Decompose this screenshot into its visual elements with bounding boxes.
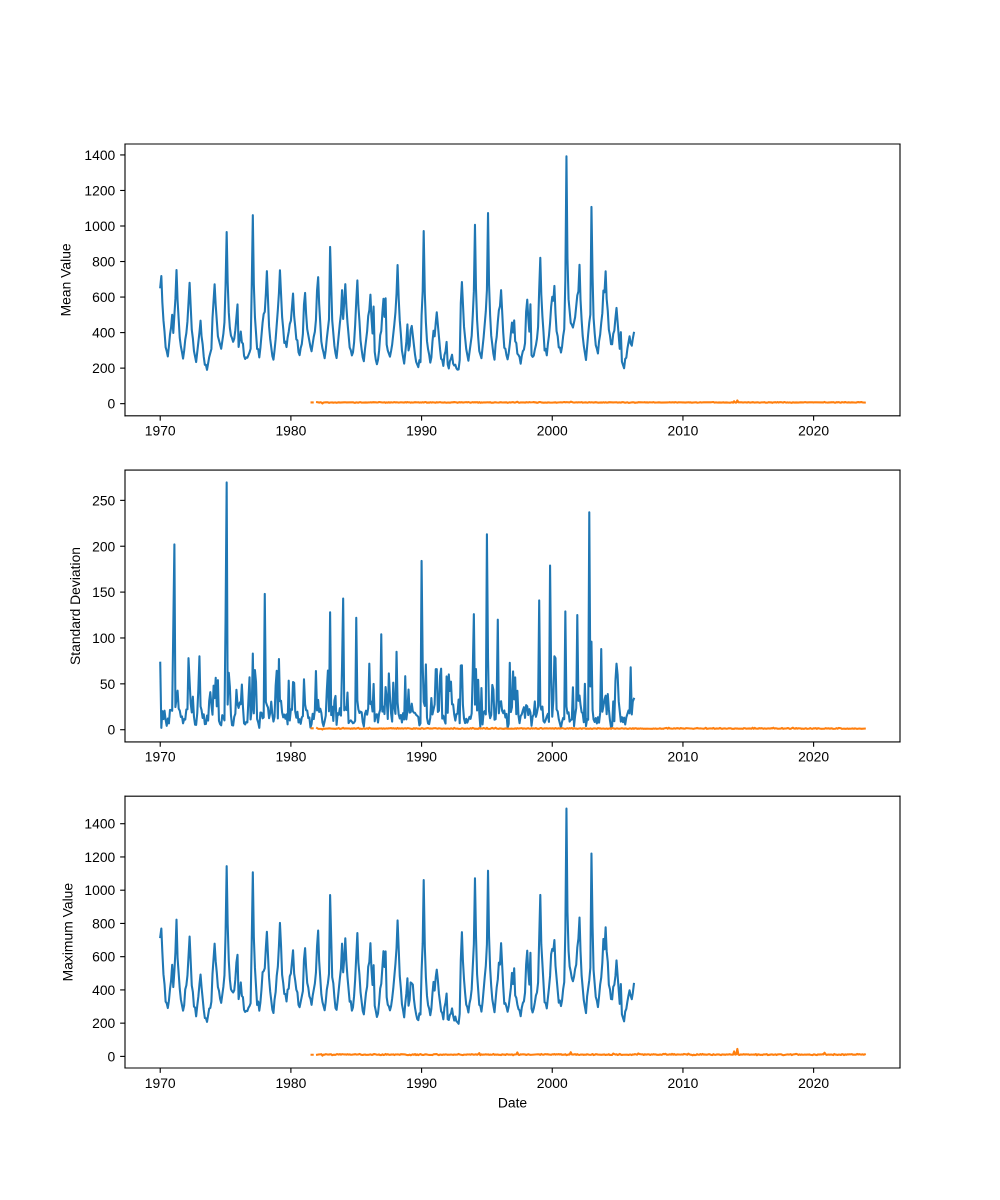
- svg-text:1200: 1200: [84, 182, 115, 198]
- svg-text:50: 50: [100, 676, 116, 692]
- svg-text:1990: 1990: [406, 1075, 437, 1091]
- svg-text:0: 0: [108, 1048, 116, 1064]
- svg-text:1000: 1000: [84, 882, 115, 898]
- svg-text:1980: 1980: [275, 423, 306, 439]
- svg-text:Mean Value: Mean Value: [57, 243, 73, 316]
- svg-text:2000: 2000: [537, 423, 568, 439]
- svg-text:1000: 1000: [84, 218, 115, 234]
- svg-text:1990: 1990: [406, 749, 437, 765]
- svg-text:1980: 1980: [275, 749, 306, 765]
- svg-text:200: 200: [92, 360, 115, 376]
- svg-text:2010: 2010: [668, 1075, 699, 1091]
- svg-text:800: 800: [92, 254, 115, 270]
- svg-text:1970: 1970: [145, 423, 176, 439]
- svg-text:Date: Date: [498, 1095, 528, 1111]
- svg-text:150: 150: [92, 584, 115, 600]
- svg-text:400: 400: [92, 982, 115, 998]
- svg-text:800: 800: [92, 915, 115, 931]
- svg-text:2020: 2020: [798, 749, 829, 765]
- svg-text:2000: 2000: [537, 1075, 568, 1091]
- svg-text:200: 200: [92, 1015, 115, 1031]
- svg-text:2020: 2020: [798, 1075, 829, 1091]
- svg-text:400: 400: [92, 325, 115, 341]
- svg-text:1400: 1400: [84, 147, 115, 163]
- svg-text:200: 200: [92, 538, 115, 554]
- svg-text:1970: 1970: [145, 1075, 176, 1091]
- svg-text:1400: 1400: [84, 816, 115, 832]
- svg-text:2020: 2020: [798, 423, 829, 439]
- svg-text:0: 0: [108, 722, 116, 738]
- svg-text:0: 0: [108, 396, 116, 412]
- svg-text:1980: 1980: [275, 1075, 306, 1091]
- svg-text:Maximum Value: Maximum Value: [59, 883, 75, 982]
- svg-text:1970: 1970: [145, 749, 176, 765]
- svg-text:2010: 2010: [668, 423, 699, 439]
- svg-text:600: 600: [92, 949, 115, 965]
- svg-text:2000: 2000: [537, 749, 568, 765]
- svg-text:Standard Deviation: Standard Deviation: [67, 547, 83, 665]
- svg-text:600: 600: [92, 289, 115, 305]
- svg-text:250: 250: [92, 492, 115, 508]
- svg-text:1990: 1990: [406, 423, 437, 439]
- svg-text:2010: 2010: [668, 749, 699, 765]
- svg-text:100: 100: [92, 630, 115, 646]
- svg-text:1200: 1200: [84, 849, 115, 865]
